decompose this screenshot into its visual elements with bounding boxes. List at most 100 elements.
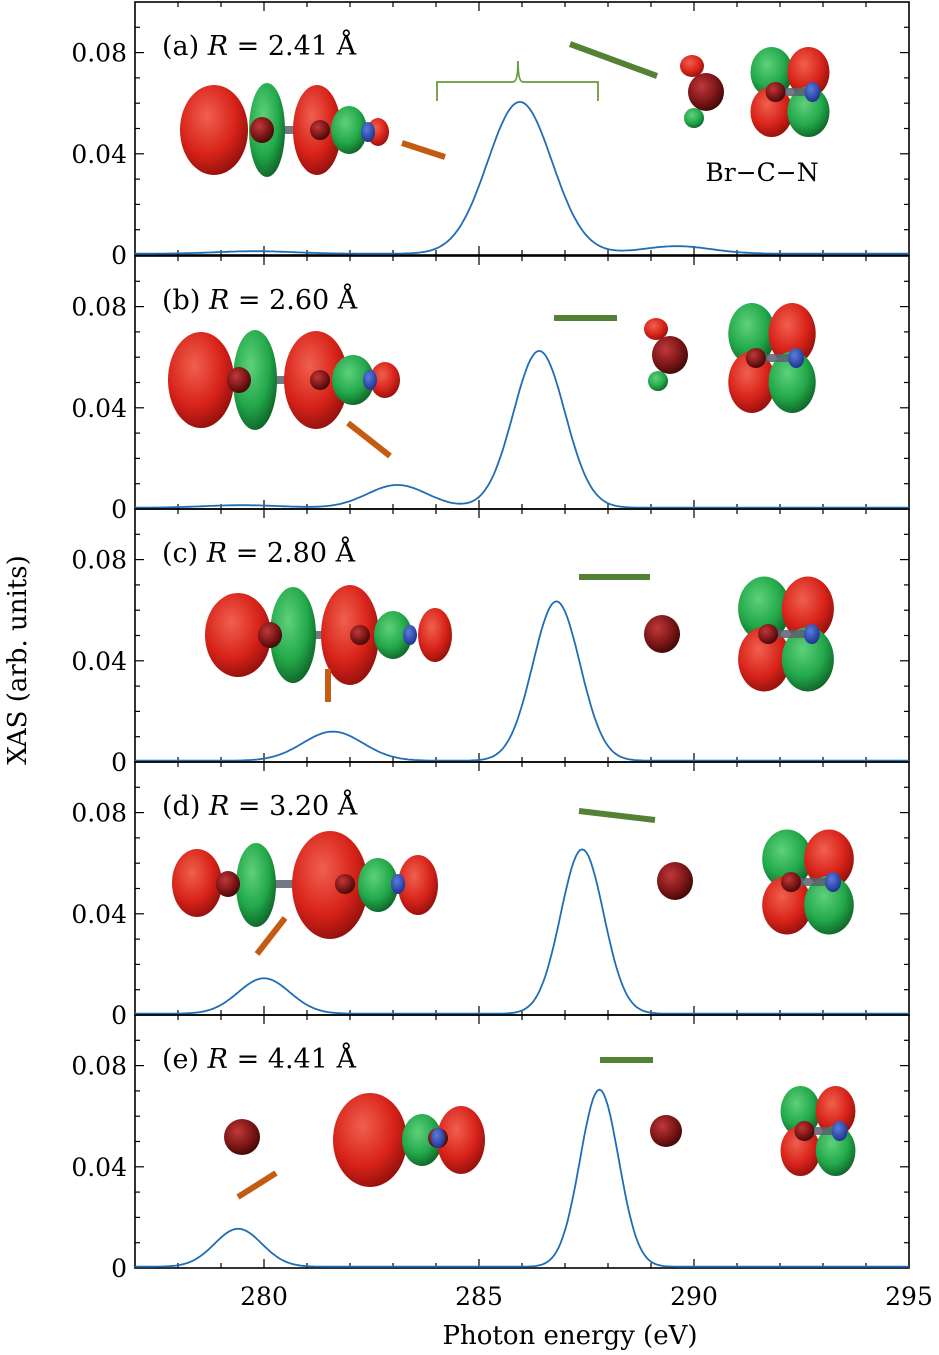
y-tick-label: 0.04 (71, 647, 127, 676)
lumo-lobe (738, 627, 791, 692)
lumo-lobe (768, 303, 816, 365)
homo-lobe (374, 611, 412, 659)
xas-curve (135, 349, 909, 509)
panel-label: (e) R = 4.41 Å (162, 1042, 356, 1075)
y-tick-label: 0.04 (71, 394, 127, 423)
y-tick-label: 0.04 (71, 1153, 127, 1182)
y-tick-label: 0.08 (71, 799, 127, 828)
homo-lobe (236, 843, 276, 927)
homo-lobe (437, 1106, 485, 1174)
br-atom (650, 1115, 682, 1147)
y-tick-label: 0.08 (71, 1052, 127, 1081)
lumo-lobe (728, 351, 776, 414)
c-atom (765, 82, 786, 102)
c-atom (335, 874, 355, 894)
lumo-lobe (787, 86, 830, 137)
c-atom (758, 624, 779, 644)
lumo-lobe (684, 108, 704, 128)
y-tick-label: 0 (111, 1254, 127, 1283)
orbital-renderings (205, 576, 834, 692)
c-atom (310, 370, 330, 390)
lumo-lobe (804, 829, 854, 889)
orbital-renderings (172, 829, 854, 939)
lumo-lobe (762, 875, 812, 935)
lumo-lobe (768, 351, 816, 414)
panel-label: (d) R = 3.20 Å (162, 789, 358, 822)
x-tick-label: 280 (240, 1282, 288, 1311)
y-tick-label: 0 (111, 748, 127, 777)
n-atom (831, 1121, 848, 1141)
panel-label: (c) R = 2.80 Å (162, 536, 356, 569)
br-atom (227, 367, 251, 393)
molecule-label: Br−C−N (705, 158, 818, 187)
orbital-marker-homo (254, 916, 288, 956)
lumo-lobe (738, 576, 791, 641)
br-atom (258, 622, 282, 648)
c-atom (794, 1121, 815, 1141)
y-tick-label: 0 (111, 241, 127, 270)
y-tick-label: 0 (111, 1001, 127, 1030)
panel-b: 0 0.04 0.08 (b) R = 2.60 Å (71, 255, 910, 524)
br-atom (250, 117, 274, 143)
x-tick-label: 285 (455, 1282, 503, 1311)
panel-c: 0 0.04 0.08 (c) R = 2.80 Å (71, 508, 910, 777)
n-atom (804, 82, 821, 102)
br-atom (224, 1119, 260, 1155)
n-atom (431, 1128, 445, 1148)
homo-lobe (292, 831, 368, 939)
lumo-lobe (781, 627, 834, 692)
homo-lobe (168, 332, 234, 428)
c-atom (350, 625, 370, 645)
lumo-lobe (804, 875, 854, 935)
xas-curve (135, 1088, 909, 1268)
br-atom (216, 871, 240, 897)
n-atom (788, 348, 805, 368)
orbital-renderings (168, 303, 816, 430)
bond (800, 1127, 840, 1135)
panel-label: (b) R = 2.60 Å (162, 283, 358, 316)
orbital-marker-homo (236, 1170, 278, 1200)
homo-lobe (418, 608, 452, 662)
c-atom (310, 120, 330, 140)
n-atom (391, 874, 405, 894)
lumo-lobe (815, 1125, 856, 1177)
orbital-marker-lumo (578, 808, 656, 823)
bond (751, 354, 797, 362)
y-tick-label: 0.04 (71, 140, 127, 169)
n-atom (825, 872, 841, 892)
bond (764, 630, 812, 638)
homo-lobe (205, 593, 271, 677)
homo-lobe (233, 330, 277, 430)
homo-lobe (358, 858, 398, 912)
lumo-lobe (644, 318, 668, 340)
br-atom (652, 336, 688, 374)
lumo-lobe (815, 1086, 856, 1137)
br-atom (657, 862, 693, 900)
lumo-lobe (680, 55, 704, 77)
br-atom (688, 73, 724, 111)
homo-lobe (331, 106, 367, 154)
homo-lobe (333, 1093, 407, 1187)
c-atom (745, 348, 766, 368)
x-axis-title: Photon energy (eV) (443, 1321, 698, 1351)
lumo-lobe (728, 303, 776, 365)
homo-lobe (402, 1114, 442, 1166)
xas-curve (135, 100, 909, 255)
panel-d: 0 0.04 0.08 (d) R = 3.20 Å (71, 761, 910, 1030)
orbital-marker-homo (346, 420, 392, 459)
xas-curve (135, 848, 909, 1015)
orbital-marker-lumo (568, 41, 659, 79)
lumo-lobe (781, 576, 834, 641)
x-tick-label: 290 (670, 1282, 718, 1311)
lumo-lobe (762, 829, 812, 889)
y-tick-label: 0.08 (71, 546, 127, 575)
panel-a: 0 0.04 0.08 (a) R = 2.41 Å (71, 1, 910, 270)
orbital-renderings (224, 1086, 856, 1187)
bond (787, 878, 833, 886)
n-atom (361, 122, 375, 142)
homo-lobe (270, 587, 316, 683)
bond (771, 88, 813, 96)
homo-lobe (180, 85, 248, 175)
x-tick-label: 295 (885, 1282, 933, 1311)
